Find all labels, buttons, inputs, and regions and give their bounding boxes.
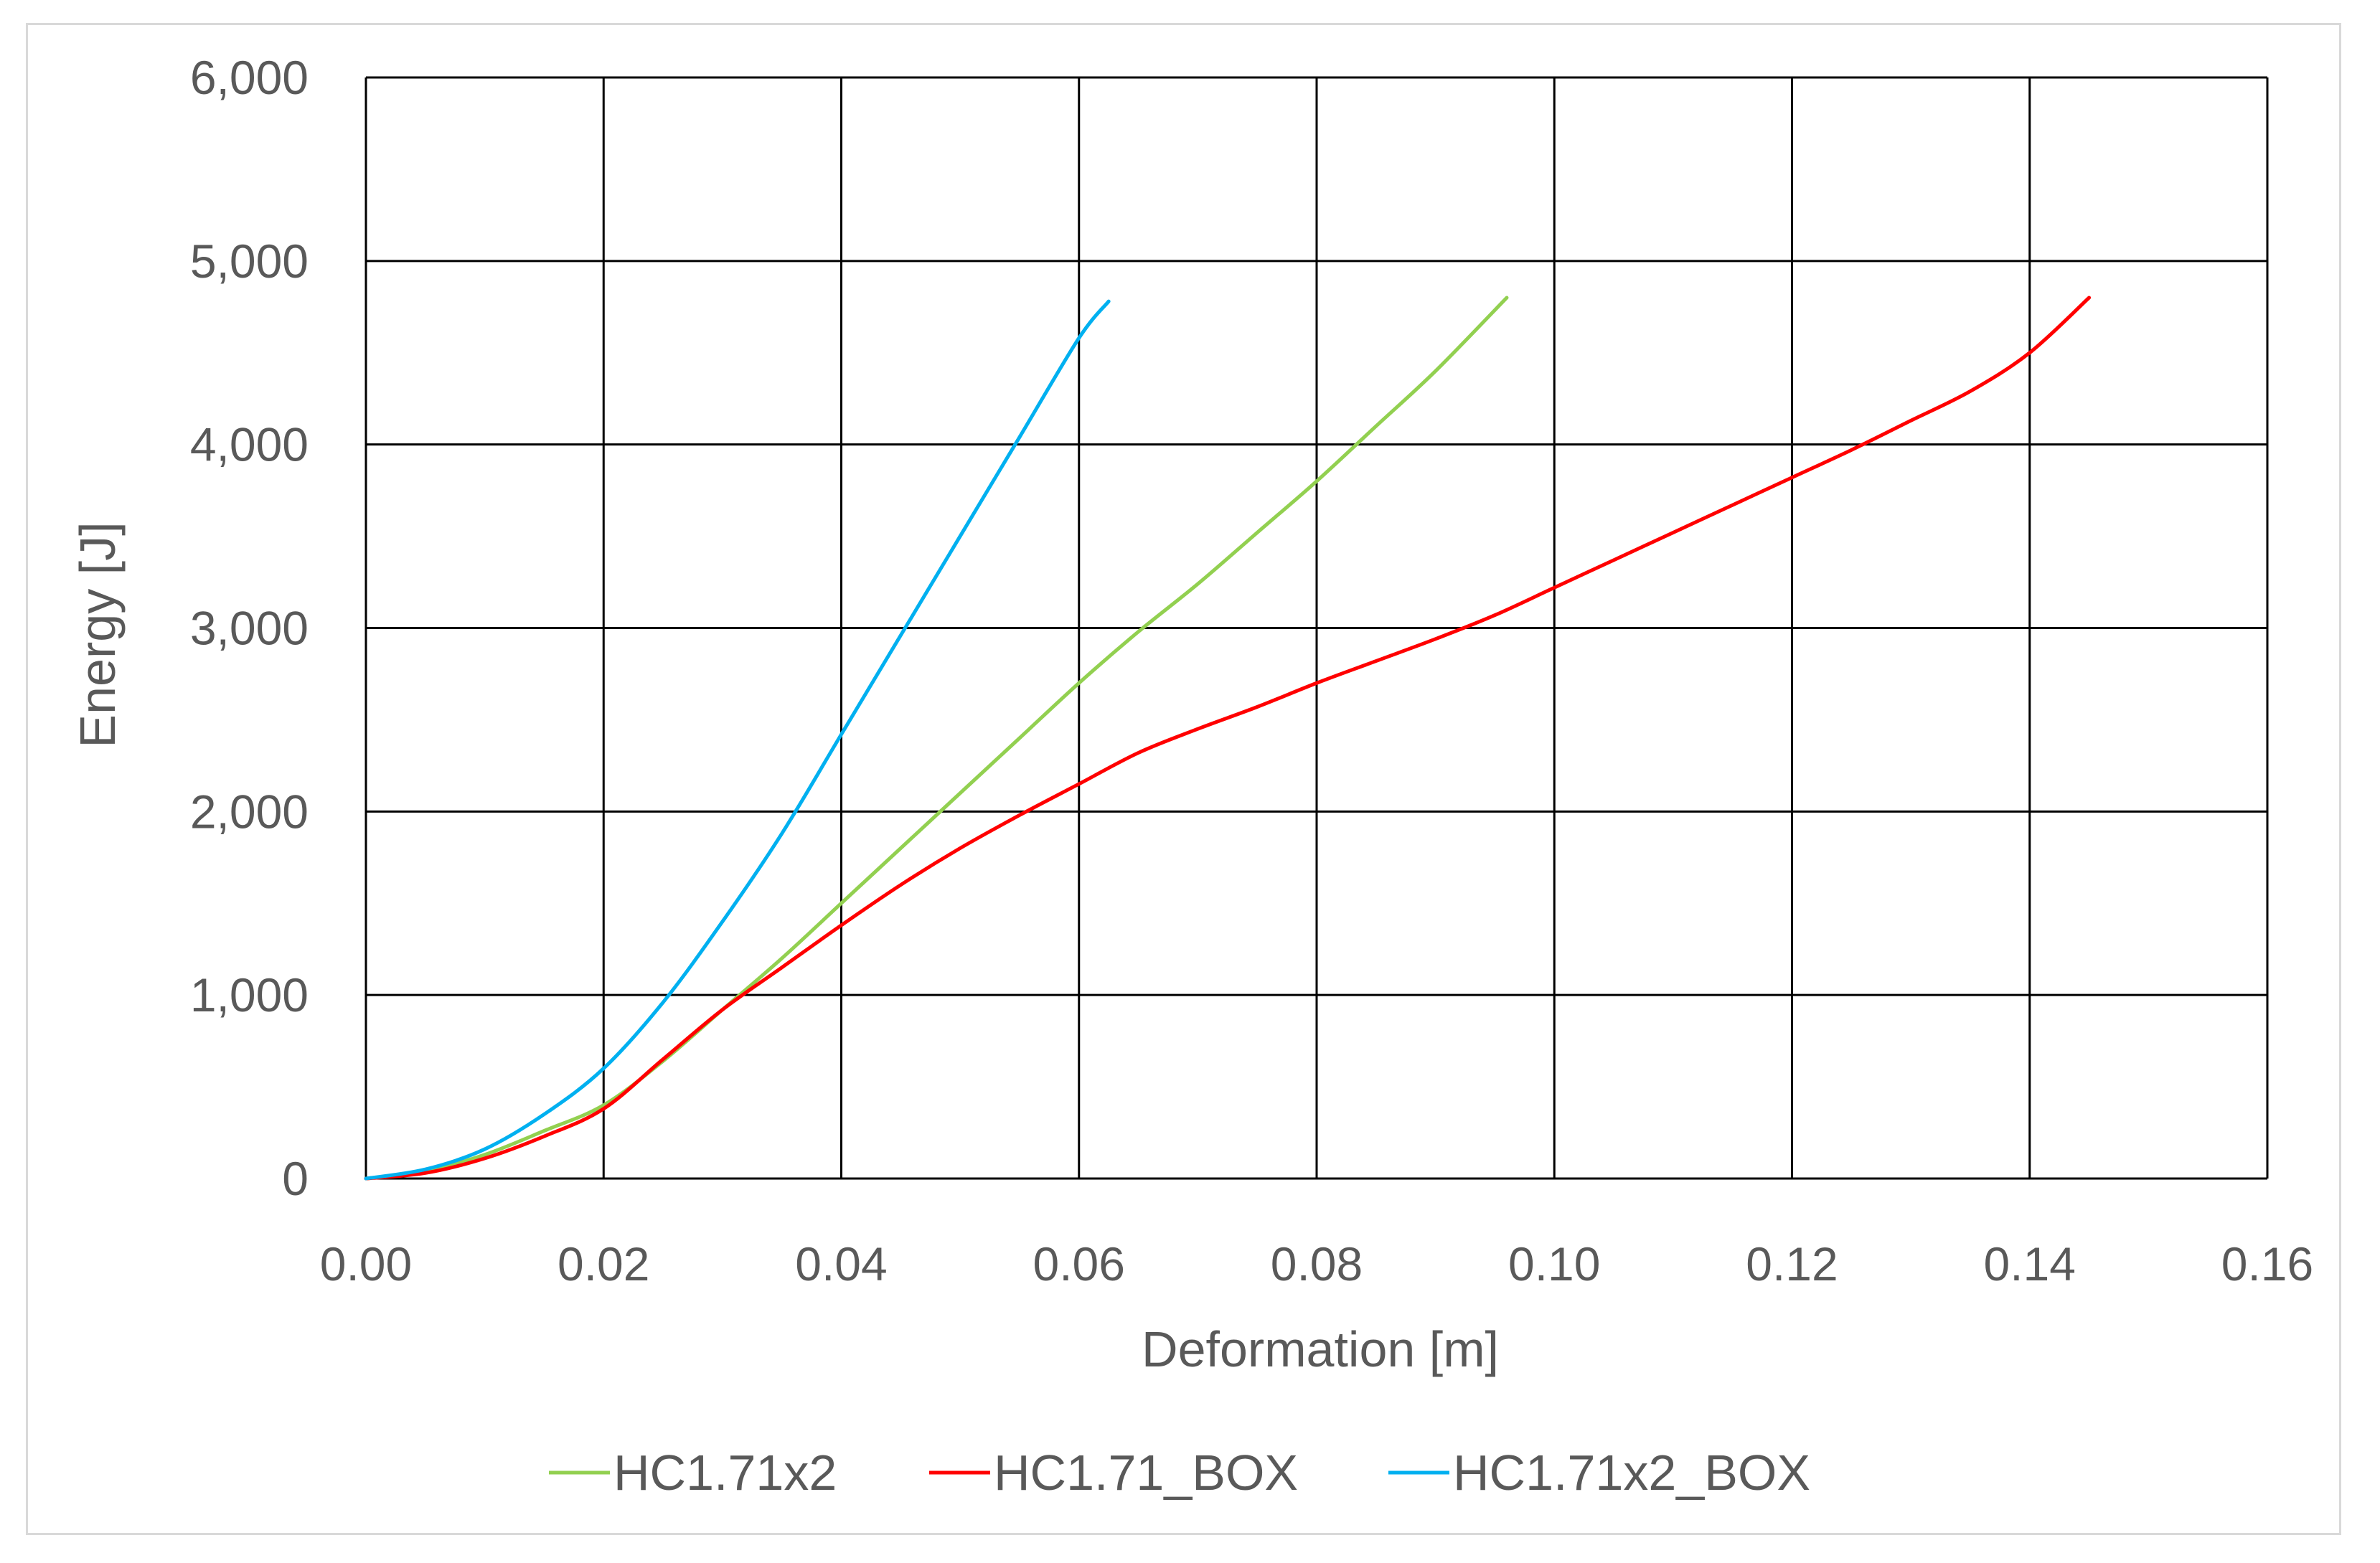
x-tick-label: 0.06 (1033, 1237, 1125, 1290)
legend-item-hc1-71x2-box: HC1.71x2_BOX (1388, 1445, 1810, 1501)
x-tick-label: 0.02 (558, 1237, 649, 1290)
x-tick-label: 0.10 (1508, 1237, 1600, 1290)
legend-label: HC1.71_BOX (994, 1445, 1298, 1501)
legend-label: HC1.71x2 (613, 1445, 837, 1501)
series-line-hc1-71x2-box (364, 299, 1111, 1181)
y-tick-label: 4,000 (190, 418, 309, 471)
series-layer (364, 296, 2092, 1181)
x-tick-label: 0.16 (2221, 1237, 2313, 1290)
y-axis-title: Energy [J] (70, 521, 126, 747)
x-tick-label: 0.12 (1746, 1237, 1838, 1290)
x-tick-label: 0.04 (795, 1237, 887, 1290)
y-tick-label: 6,000 (190, 51, 309, 104)
series-line-hc1-71-box (364, 296, 2092, 1181)
y-tick-label: 3,000 (190, 602, 309, 655)
y-tick-labels: 0 1,000 2,000 3,000 4,000 5,000 6,000 (190, 51, 309, 1205)
legend: HC1.71x2 HC1.71_BOX HC1.71x2_BOX (549, 1445, 1810, 1501)
legend-item-hc1-71x2: HC1.71x2 (549, 1445, 837, 1501)
y-tick-label: 0 (282, 1152, 309, 1205)
x-tick-labels: 0.00 0.02 0.04 0.06 0.08 0.10 0.12 0.14 0.16 (320, 1237, 2313, 1290)
grid (364, 76, 2269, 1180)
x-tick-label: 0.00 (320, 1237, 412, 1290)
x-axis-title: Deformation [m] (1142, 1321, 1499, 1377)
legend-item-hc1-71-box: HC1.71_BOX (929, 1445, 1298, 1501)
series-line-hc1-71x2 (364, 296, 1509, 1181)
x-tick-label: 0.08 (1271, 1237, 1363, 1290)
x-tick-label: 0.14 (1984, 1237, 2076, 1290)
chart-frame (26, 23, 2341, 1535)
y-tick-label: 5,000 (190, 235, 309, 288)
y-tick-label: 1,000 (190, 968, 309, 1021)
legend-label: HC1.71x2_BOX (1453, 1445, 1810, 1501)
y-tick-label: 2,000 (190, 785, 309, 838)
